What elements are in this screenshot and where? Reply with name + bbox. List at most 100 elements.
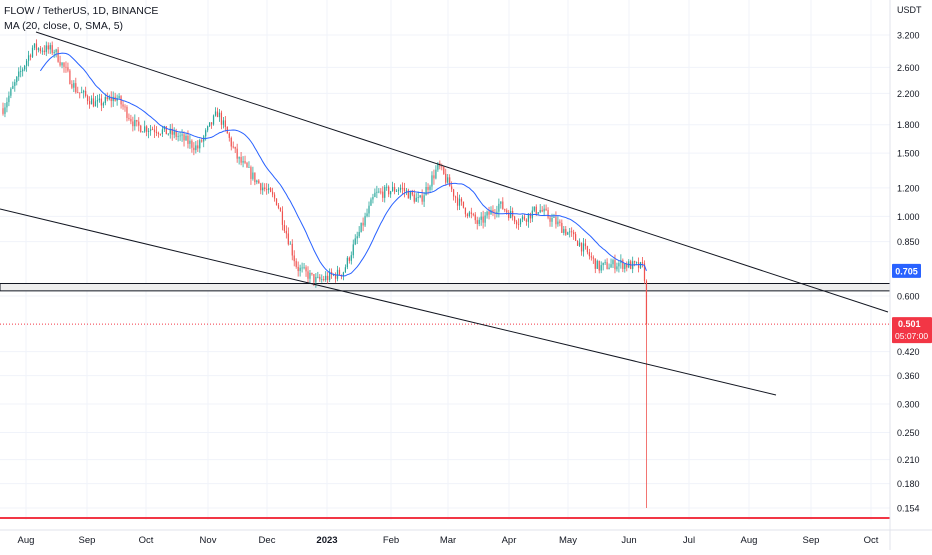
candle-body <box>67 67 69 71</box>
candle-body <box>132 121 134 127</box>
candle-body <box>575 234 577 241</box>
candle-body <box>645 280 648 325</box>
candle-body <box>411 191 413 195</box>
y-tick-label: 0.420 <box>897 347 920 357</box>
candle-body <box>169 128 171 134</box>
candle-body <box>641 262 644 264</box>
candle-body <box>146 126 148 132</box>
candle-body <box>252 172 254 179</box>
candle-body <box>279 207 282 212</box>
candle-body <box>453 189 455 197</box>
candle-body <box>222 120 224 125</box>
candle-body <box>311 272 313 275</box>
candle-body <box>313 274 315 283</box>
candle-body <box>449 177 451 187</box>
candle-body <box>618 263 620 267</box>
candle-body <box>533 206 535 211</box>
candle-body <box>209 122 211 127</box>
y-tick-label: 1.800 <box>897 120 920 130</box>
candle-body <box>212 115 215 125</box>
candle-body <box>547 210 549 218</box>
candle-body <box>456 197 459 206</box>
x-tick-label: May <box>559 535 577 546</box>
candle-body <box>26 60 28 66</box>
candle-body <box>157 132 160 134</box>
candle-body <box>151 129 154 130</box>
candle-body <box>407 190 409 199</box>
candle-body <box>59 61 61 66</box>
candle-body <box>488 211 490 215</box>
candle-body <box>427 187 429 190</box>
candle-body <box>624 263 626 269</box>
candle-body <box>55 49 57 53</box>
x-tick-label: Feb <box>383 535 399 546</box>
candle-body <box>610 264 612 268</box>
candle-body <box>338 269 341 275</box>
candle-body <box>33 43 36 48</box>
candle-body <box>262 187 264 191</box>
y-tick-label: 0.360 <box>897 371 920 381</box>
candle-body <box>110 97 112 102</box>
candle-body <box>108 97 110 100</box>
candle-body <box>220 112 223 125</box>
candle-body <box>18 71 20 77</box>
candle-body <box>236 148 238 159</box>
candle-body <box>69 70 71 85</box>
chart-legend: FLOW / TetherUS, 1D, BINANCE MA (20, clo… <box>4 4 158 34</box>
y-tick-label: 3.200 <box>897 31 920 41</box>
candle-body <box>100 98 102 106</box>
candle-body <box>183 134 185 141</box>
candle-body <box>317 276 319 278</box>
candle-body <box>102 103 104 106</box>
candle-body <box>413 194 415 202</box>
candle-body <box>4 107 6 114</box>
candle-body <box>159 133 162 135</box>
candle-body <box>299 267 301 272</box>
candle-body <box>433 175 435 179</box>
candle-body <box>580 242 583 252</box>
candle-body <box>419 195 421 198</box>
candle-body <box>392 186 394 192</box>
candle-body <box>592 257 594 259</box>
candle-body <box>510 211 512 219</box>
candle-body <box>374 192 376 198</box>
candle-body <box>435 169 437 179</box>
candle-body <box>205 130 207 137</box>
candle-body <box>352 244 354 256</box>
x-tick-label: Dec <box>259 535 276 546</box>
y-tick-label: 1.000 <box>897 212 920 222</box>
candle-body <box>39 48 41 52</box>
candle-body <box>199 140 201 149</box>
candle-body <box>417 197 419 198</box>
candle-body <box>565 229 567 235</box>
x-tick-label: Sep <box>79 535 96 546</box>
candle-body <box>305 267 307 272</box>
y-tick-label: 0.210 <box>897 455 920 465</box>
candle-body <box>325 275 327 281</box>
candle-body <box>445 173 447 183</box>
candle-body <box>421 195 423 202</box>
candle-body <box>273 194 276 199</box>
candle-body <box>179 135 181 137</box>
candle-body <box>92 98 95 107</box>
candle-body <box>246 162 248 168</box>
candle-body <box>189 140 191 144</box>
candle-body <box>142 131 144 133</box>
candle-body <box>549 217 551 222</box>
candle-body <box>569 231 571 233</box>
candle-body <box>553 217 555 219</box>
candle-body <box>342 272 345 277</box>
candle-body <box>474 214 476 221</box>
candle-body <box>523 216 526 220</box>
candle-body <box>228 133 230 138</box>
candle-body <box>283 224 285 231</box>
candle-body <box>616 266 618 270</box>
candle-body <box>303 267 305 269</box>
candle-body <box>557 221 559 225</box>
candle-body <box>138 121 140 126</box>
candle-body <box>399 187 402 190</box>
candle-body <box>480 216 482 220</box>
x-tick-label: Aug <box>741 535 758 546</box>
